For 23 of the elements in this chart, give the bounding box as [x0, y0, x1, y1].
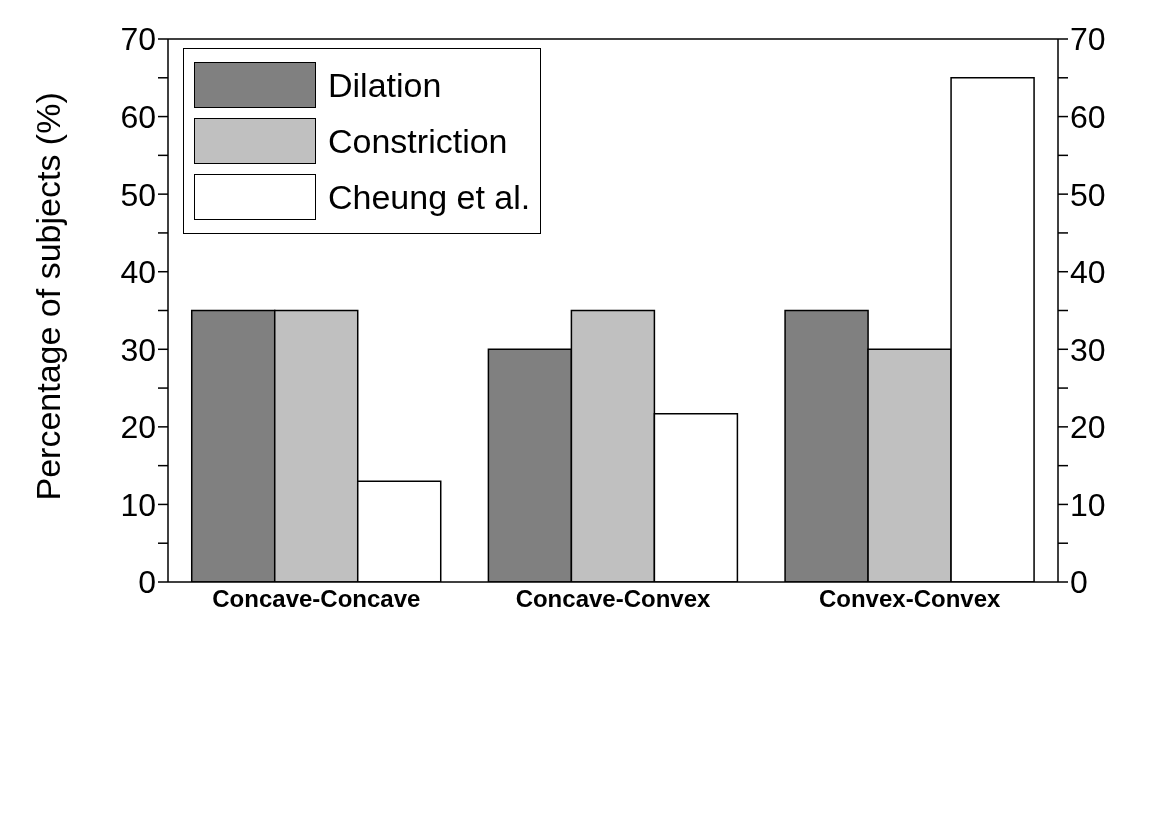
y2-tick-label: 30 [1070, 331, 1106, 368]
y2-tick-label: 70 [1070, 21, 1106, 58]
y2-tick-label: 40 [1070, 254, 1106, 291]
y2-tick-label: 60 [1070, 98, 1106, 135]
legend-label: Dilation [328, 65, 442, 105]
y2-tick-label: 20 [1070, 409, 1106, 446]
x-tick-label: Concave-Concave [212, 585, 421, 613]
y-tick-label: 50 [120, 176, 156, 213]
y-tick-label: 40 [120, 254, 156, 291]
legend-label: Constriction [328, 121, 508, 161]
legend-label: Cheung et al. [328, 177, 531, 217]
y-axis-title: Percentage of subjects (%) [29, 92, 68, 501]
y2-tick-label: 50 [1070, 176, 1106, 213]
y-tick-label: 60 [120, 98, 156, 135]
y-tick-label: 10 [120, 486, 156, 523]
y-tick-label: 30 [120, 331, 156, 368]
y2-tick-label: 0 [1070, 564, 1088, 601]
y-tick-label: 20 [120, 409, 156, 446]
y-tick-label: 0 [138, 564, 156, 601]
x-tick-label: Convex-Convex [818, 585, 1002, 613]
x-tick-label: Concave-Convex [515, 585, 712, 613]
y-tick-label: 70 [120, 21, 156, 58]
y2-tick-label: 10 [1070, 486, 1106, 523]
